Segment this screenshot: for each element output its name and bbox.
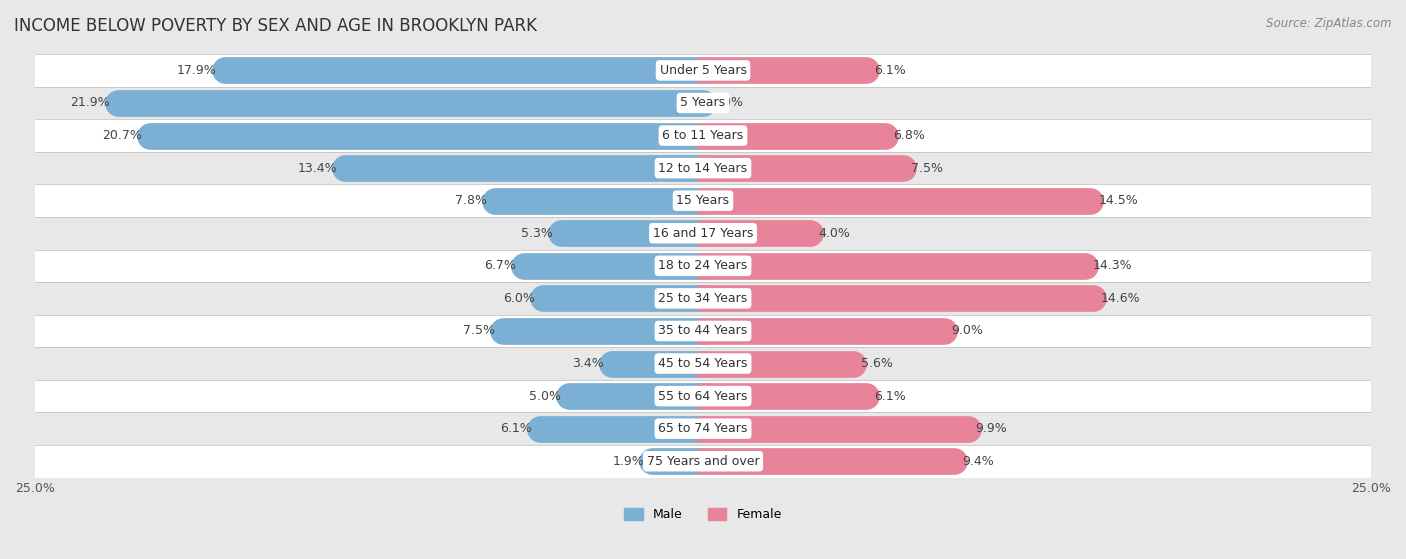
Text: 35 to 44 Years: 35 to 44 Years [658,324,748,338]
Text: 12 to 14 Years: 12 to 14 Years [658,162,748,174]
Bar [703,61,866,79]
Text: 14.6%: 14.6% [1101,292,1140,305]
Bar [569,387,703,405]
Text: 14.5%: 14.5% [1098,194,1139,207]
Text: 6.1%: 6.1% [875,390,905,402]
Legend: Male, Female: Male, Female [619,503,787,527]
Text: 65 to 74 Years: 65 to 74 Years [658,422,748,435]
Text: 5.3%: 5.3% [522,227,554,240]
Bar [35,184,1371,217]
Text: INCOME BELOW POVERTY BY SEX AND AGE IN BROOKLYN PARK: INCOME BELOW POVERTY BY SEX AND AGE IN B… [14,17,537,35]
Bar [703,126,884,145]
Text: 17.9%: 17.9% [177,64,217,77]
Bar [35,445,1371,477]
Bar [543,290,703,307]
Bar [35,217,1371,249]
Bar [35,54,1371,87]
Text: 55 to 64 Years: 55 to 64 Years [658,390,748,402]
Bar [561,224,703,242]
Bar [703,192,1091,210]
Text: 6.8%: 6.8% [893,129,925,142]
Bar [703,452,955,470]
Bar [35,315,1371,347]
Bar [540,420,703,438]
Text: 6.1%: 6.1% [875,64,905,77]
Bar [502,322,703,340]
Bar [703,420,967,438]
Text: 25 to 34 Years: 25 to 34 Years [658,292,748,305]
Text: 16 and 17 Years: 16 and 17 Years [652,227,754,240]
Text: Under 5 Years: Under 5 Years [659,64,747,77]
Text: 75 Years and over: 75 Years and over [647,454,759,468]
Text: 5.0%: 5.0% [530,390,561,402]
Bar [703,290,1092,307]
Bar [703,224,810,242]
Text: 9.0%: 9.0% [952,324,983,338]
Text: 1.9%: 1.9% [613,454,644,468]
Text: 9.4%: 9.4% [962,454,994,468]
Text: 7.5%: 7.5% [463,324,495,338]
Text: 6.0%: 6.0% [503,292,534,305]
Text: 7.8%: 7.8% [454,194,486,207]
Bar [118,94,703,112]
Bar [703,387,866,405]
Bar [35,87,1371,119]
Bar [652,452,703,470]
Text: 45 to 54 Years: 45 to 54 Years [658,357,748,370]
Bar [150,126,703,145]
Bar [225,61,703,79]
Bar [612,354,703,372]
Text: 21.9%: 21.9% [70,97,110,110]
Text: 13.4%: 13.4% [297,162,337,174]
Text: 4.0%: 4.0% [818,227,849,240]
Text: 0.0%: 0.0% [711,97,742,110]
Text: 9.9%: 9.9% [976,422,1007,435]
Text: 5 Years: 5 Years [681,97,725,110]
Bar [35,347,1371,380]
Bar [35,119,1371,152]
Text: 18 to 24 Years: 18 to 24 Years [658,259,748,272]
Text: 6.1%: 6.1% [501,422,531,435]
Bar [35,413,1371,445]
Bar [35,249,1371,282]
Text: 15 Years: 15 Years [676,194,730,207]
Text: 3.4%: 3.4% [572,357,605,370]
Text: 6.7%: 6.7% [484,259,516,272]
Bar [524,257,703,275]
Bar [35,282,1371,315]
Bar [35,380,1371,413]
Text: 14.3%: 14.3% [1092,259,1133,272]
Bar [703,159,904,177]
Bar [35,152,1371,184]
Text: 6 to 11 Years: 6 to 11 Years [662,129,744,142]
Text: Source: ZipAtlas.com: Source: ZipAtlas.com [1267,17,1392,30]
Text: 5.6%: 5.6% [860,357,893,370]
Bar [703,257,1085,275]
Bar [703,354,852,372]
Text: 7.5%: 7.5% [911,162,943,174]
Bar [495,192,703,210]
Bar [344,159,703,177]
Bar [703,322,943,340]
Text: 20.7%: 20.7% [103,129,142,142]
